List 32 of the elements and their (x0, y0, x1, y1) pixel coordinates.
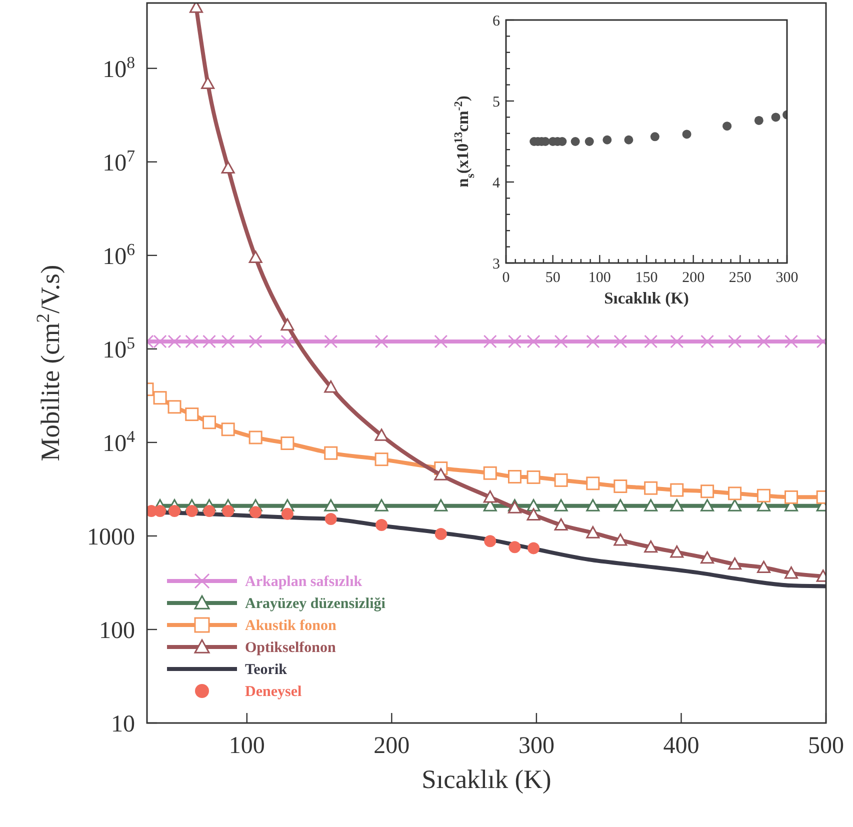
y-tick-label: 3 (492, 256, 500, 272)
x-tick-label: 100 (228, 733, 265, 759)
y-tick-label: 10$^{7}$ (102, 146, 135, 176)
y-tick-label: 5 (492, 94, 500, 110)
x-tick-label: 200 (374, 733, 410, 759)
y-tick-label: 1000 (87, 524, 135, 550)
x-axis-title: Sıcaklık (K) (422, 764, 552, 794)
x-tick-label: 300 (518, 733, 554, 759)
legend-label: Optikselfonon (245, 640, 337, 656)
y-tick-label: 10$^{6}$ (102, 239, 135, 270)
x-tick-label: 500 (808, 733, 844, 759)
y-tick-label: 10 (111, 711, 135, 738)
legend-label: Akustik fonon (245, 618, 337, 634)
y-tick-label: 10$^{4}$ (102, 426, 136, 457)
x-tick-label: 50 (545, 270, 560, 286)
x-tick-label: 250 (728, 270, 752, 286)
x-axis-title: Sıcaklık (K) (604, 288, 689, 308)
y-tick-label: 10$^{5}$ (102, 332, 135, 364)
legend-label: Teorik (245, 662, 288, 678)
x-tick-label: 0 (502, 270, 510, 286)
x-tick-label: 200 (682, 270, 705, 286)
y-tick-label: 10$^{8}$ (102, 52, 135, 83)
x-tick-label: 100 (588, 270, 611, 286)
y-tick-label: 4 (492, 175, 500, 192)
x-tick-label: 400 (663, 733, 700, 759)
legend-label: Deneysel (245, 684, 302, 700)
legend-label: Arayüzey düzensizliği (245, 596, 386, 612)
legend-label: Arkaplan safsızlık (245, 574, 363, 590)
x-tick-label: 150 (635, 270, 658, 286)
y-tick-label: 6 (492, 13, 500, 30)
x-tick-label: 300 (776, 270, 798, 286)
y-tick-label: 100 (99, 618, 135, 644)
